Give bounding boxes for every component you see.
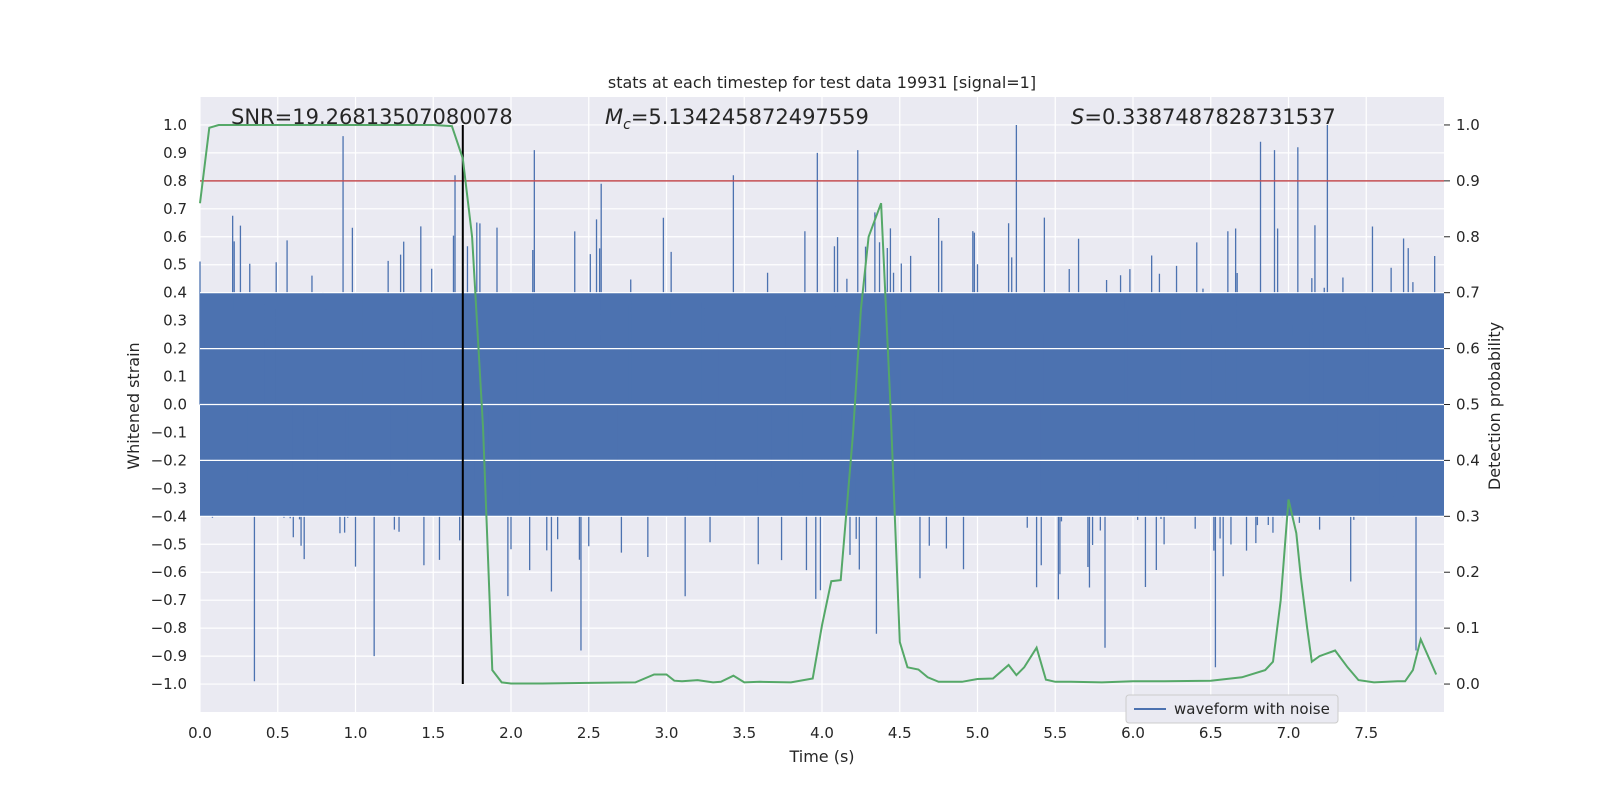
x-tick-label: 7.5 (1354, 724, 1378, 742)
x-tick-label: 1.0 (344, 724, 368, 742)
y-tick-label-right: 0.3 (1456, 507, 1480, 525)
x-tick-label: 0.0 (188, 724, 212, 742)
y-tick-label-left: 0.7 (163, 200, 187, 218)
s-value: =0.3387487828731537 (1084, 105, 1335, 129)
legend-box (1125, 694, 1339, 724)
chart-title: stats at each timestep for test data 199… (608, 73, 1036, 92)
y-tick-label-right: 0.4 (1456, 451, 1480, 469)
y-tick-label-right: 0.9 (1456, 172, 1480, 190)
snr-annotation: SNR=19.26813507080078 (231, 105, 513, 129)
y-tick-label-right: 0.6 (1456, 340, 1480, 358)
mc-subscript: c (623, 117, 631, 133)
x-tick-labels: 0.0 0.5 1.0 1.5 2.0 2.5 3.0 3.5 4.0 4.5 5.0 5.5 6.0 6… (188, 724, 1378, 742)
x-tick-label: 0.5 (266, 724, 290, 742)
y-tick-labels-right: 0.0 0.1 0.2 0.3 0.4 0.5 0.6 0.7 0.8 0.9 1.0 (1444, 116, 1480, 693)
waveform-series (199, 125, 1444, 682)
detection-probability-line (199, 124, 1438, 685)
x-tick-label: 4.5 (888, 724, 912, 742)
y-tick-label-left: −0.6 (151, 563, 187, 581)
y-tick-label-left: −0.9 (151, 647, 187, 665)
y-tick-label-left: −0.1 (151, 423, 187, 441)
y-tick-label-left: 0.2 (163, 340, 187, 358)
mc-value: =5.134245872497559 (631, 105, 869, 129)
y-tick-label-left: −0.5 (151, 535, 187, 553)
y-tick-label-left: 0.8 (163, 172, 187, 190)
y-tick-label-left: −0.2 (151, 451, 187, 469)
y-tick-label-left: 0.5 (163, 256, 187, 274)
y-tick-label-left: 0.1 (163, 368, 187, 386)
mc-symbol: M (605, 105, 623, 129)
legend-label: waveform with noise (1174, 700, 1330, 718)
x-tick-label: 2.5 (577, 724, 601, 742)
chirp-mass-annotation: Mc=5.134245872497559 (605, 105, 869, 133)
x-tick-label: 7.0 (1277, 724, 1301, 742)
x-tick-label: 5.0 (966, 724, 990, 742)
x-tick-label: 3.5 (732, 724, 756, 742)
y-tick-label-left: 1.0 (163, 116, 187, 134)
x-tick-label: 3.0 (655, 724, 679, 742)
y-tick-label-left: −0.4 (151, 507, 187, 525)
legend: waveform with noise (1125, 694, 1339, 724)
x-tick-label: 5.5 (1043, 724, 1067, 742)
y-tick-label-left: −0.8 (151, 619, 187, 637)
x-tick-label: 6.0 (1121, 724, 1145, 742)
x-tick-label: 1.5 (421, 724, 445, 742)
x-axis-label: Time (s) (788, 747, 854, 766)
x-tick-label: 6.5 (1199, 724, 1223, 742)
waveform-spikes (199, 125, 1444, 682)
y-axis-label-right: Detection probability (1485, 322, 1504, 490)
y-tick-label-right: 0.2 (1456, 563, 1480, 581)
y-tick-label-left: −1.0 (151, 675, 187, 693)
y-tick-label-left: −0.7 (151, 591, 187, 609)
s-symbol: S (1071, 105, 1084, 129)
y-tick-labels-left: −1.0 −0.9 −0.8 −0.7 −0.6 −0.5 −0.4 −0.3 −0.2 −0.1… (151, 116, 187, 693)
y-tick-label-left: 0.0 (163, 396, 187, 414)
y-tick-label-right: 0.1 (1456, 619, 1480, 637)
y-tick-label-left: 0.3 (163, 312, 187, 330)
y-tick-label-left: −0.3 (151, 479, 187, 497)
y-tick-label-left: 0.6 (163, 228, 187, 246)
y-tick-label-left: 0.4 (163, 284, 187, 302)
y-axis-label-left: Whitened strain (124, 342, 143, 469)
y-tick-label-right: 0.5 (1456, 396, 1480, 414)
y-tick-label-right: 0.8 (1456, 228, 1480, 246)
y-tick-label-right: 0.0 (1456, 675, 1480, 693)
y-tick-label-left: 0.9 (163, 144, 187, 162)
y-tick-label-right: 0.7 (1456, 284, 1480, 302)
x-tick-label: 4.0 (810, 724, 834, 742)
x-tick-label: 2.0 (499, 724, 523, 742)
y-tick-label-right: 1.0 (1456, 116, 1480, 134)
s-annotation: S=0.3387487828731537 (1071, 105, 1336, 129)
